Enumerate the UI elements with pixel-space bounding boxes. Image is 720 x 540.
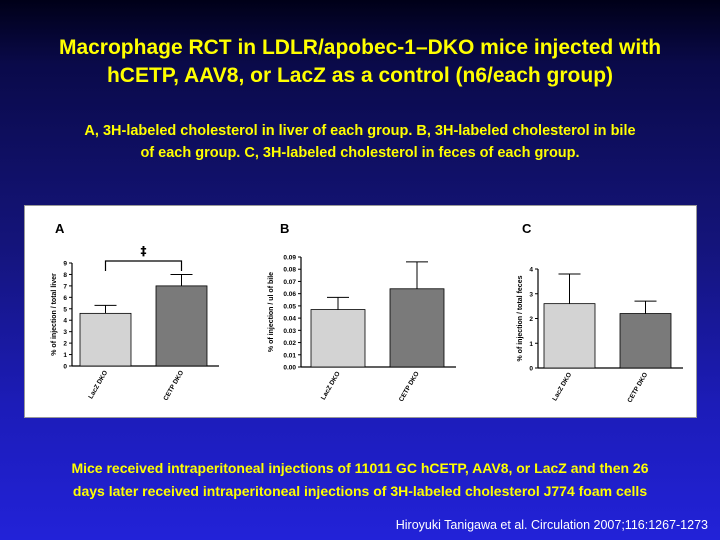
panel-letter: B (280, 221, 289, 236)
figure-caption: A, 3H-labeled cholesterol in liver of ea… (10, 120, 710, 164)
y-tick-label: 7 (63, 283, 67, 290)
y-tick-label: 6 (63, 295, 67, 302)
y-tick-label: 2 (63, 341, 67, 348)
category-label: LacZ DKO (551, 372, 573, 403)
y-tick-label: 9 (63, 261, 67, 268)
y-tick-label: 8 (63, 272, 67, 279)
category-label: LacZ DKO (87, 370, 109, 401)
bar-cetp (155, 285, 208, 367)
y-tick-label: 0.00 (283, 365, 296, 372)
y-tick-label: 4 (63, 318, 67, 325)
category-label: CETP DKO (162, 370, 185, 402)
footnote-line-1: Mice received intraperitoneal injections… (71, 460, 649, 476)
y-tick-label: 0.06 (283, 291, 296, 298)
y-tick-label: 3 (63, 329, 67, 336)
panel-letter: C (522, 221, 532, 236)
y-tick-label: 0 (63, 364, 67, 371)
y-tick-label: 3 (529, 291, 533, 298)
bar-lacz (310, 309, 366, 368)
y-tick-label: 0.04 (283, 316, 296, 323)
panel-a: A 0 1 2 3 4 5 6 7 8 9 % of injection / total liver L… (51, 221, 219, 402)
y-tick-label: 0.02 (283, 340, 296, 347)
panel-c: C 0 1 2 3 4 % of injection / total feces LacZ D… (517, 221, 683, 404)
title-line-2: hCETP, AAV8, or LacZ as a control (n6/ea… (106, 64, 614, 87)
y-tick-label: 0.09 (283, 255, 296, 262)
caption-line-1: A, 3H-labeled cholesterol in liver of ea… (84, 123, 636, 139)
y-tick-label: 0 (529, 366, 533, 373)
bar-lacz (79, 312, 132, 367)
y-tick-label: 4 (529, 267, 533, 274)
bar-charts: A 0 1 2 3 4 5 6 7 8 9 % of injection / total liver L… (51, 221, 683, 404)
bar-cetp (619, 313, 672, 369)
bar-lacz (543, 303, 596, 369)
panel-letter: A (55, 221, 65, 236)
panel-b: B 0.00 0.01 0.02 0.03 0.04 0.05 0.06 0.07 0.08 0.0… (268, 221, 456, 403)
methods-footnote: Mice received intraperitoneal injections… (10, 457, 710, 503)
y-tick-label: 2 (529, 316, 533, 323)
y-tick-label: 1 (529, 341, 533, 348)
y-tick-label: 1 (63, 352, 67, 359)
y-tick-label: 0.01 (283, 352, 296, 359)
figure-panel: A 0 1 2 3 4 5 6 7 8 9 % of injection / total liver L… (24, 205, 697, 418)
y-tick-label: 0.03 (283, 328, 296, 335)
category-label: LacZ DKO (320, 371, 342, 402)
y-tick-label: 0.08 (283, 267, 296, 274)
category-label: CETP DKO (626, 372, 649, 404)
y-axis-label: % of injection / ul of bile (268, 272, 275, 352)
y-axis-label: % of injection / total liver (51, 273, 58, 356)
title-line-1: Macrophage RCT in LDLR/apobec-1–DKO mice… (58, 36, 662, 59)
caption-line-2: of each group. C, 3H-labeled cholesterol… (140, 145, 580, 161)
category-label: CETP DKO (398, 371, 421, 403)
bar-cetp (389, 288, 445, 368)
y-tick-label: 0.07 (283, 279, 296, 286)
significance-marker: ‡ (141, 244, 147, 258)
slide-title: Macrophage RCT in LDLR/apobec-1–DKO mice… (0, 34, 720, 90)
footnote-line-2: days later received intraperitoneal inje… (72, 483, 648, 499)
citation: Hiroyuki Tanigawa et al. Circulation 200… (395, 518, 708, 532)
significance-bracket (104, 260, 183, 271)
y-axis-label: % of injection / total feces (517, 275, 524, 361)
y-tick-label: 5 (63, 306, 67, 313)
y-tick-label: 0.05 (283, 303, 296, 310)
